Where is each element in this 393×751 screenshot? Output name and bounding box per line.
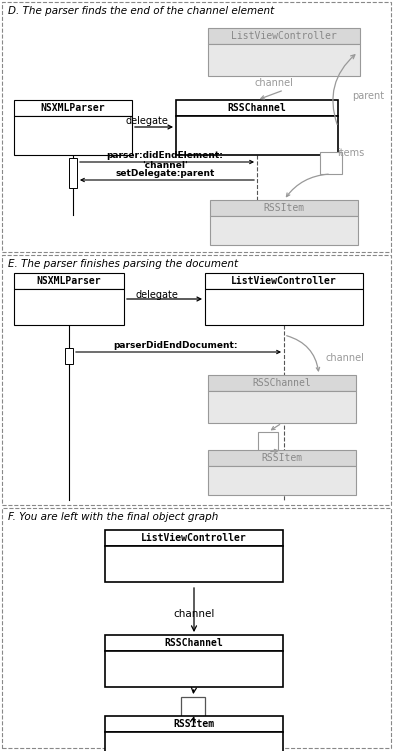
Bar <box>181 697 205 721</box>
Text: F. You are left with the final object graph: F. You are left with the final object gr… <box>8 512 219 522</box>
Bar <box>208 28 360 44</box>
Text: parserDidEndDocument:: parserDidEndDocument: <box>114 342 238 351</box>
Text: items: items <box>337 148 364 158</box>
Text: RSSChannel: RSSChannel <box>253 378 311 388</box>
Bar <box>105 635 283 651</box>
Text: 'channel': 'channel' <box>142 161 188 170</box>
Text: ListViewController: ListViewController <box>231 31 337 41</box>
Text: setDelegate:parent: setDelegate:parent <box>115 170 215 179</box>
Bar <box>210 200 358 216</box>
Bar <box>2 2 391 252</box>
Text: D. The parser finds the end of the channel element: D. The parser finds the end of the chann… <box>8 6 274 16</box>
Text: RSSChannel: RSSChannel <box>165 638 223 648</box>
Bar <box>69 158 77 188</box>
Bar <box>205 289 363 325</box>
Bar <box>105 732 283 751</box>
Bar <box>105 651 283 687</box>
Text: ListViewController: ListViewController <box>141 533 247 543</box>
Text: RSSItem: RSSItem <box>263 203 305 213</box>
Bar <box>176 116 338 155</box>
Bar <box>258 432 278 452</box>
Text: parser:didEndElement:: parser:didEndElement: <box>107 152 224 161</box>
Text: delegate: delegate <box>136 290 178 300</box>
Text: delegate: delegate <box>125 116 169 126</box>
Text: NSXMLParser: NSXMLParser <box>37 276 101 286</box>
Bar <box>176 100 338 116</box>
Bar <box>208 391 356 423</box>
Text: RSSItem: RSSItem <box>173 719 215 729</box>
Bar <box>208 44 360 76</box>
Bar <box>14 273 124 289</box>
Bar <box>2 508 391 748</box>
Bar <box>320 152 342 174</box>
Bar <box>2 255 391 505</box>
Bar <box>105 716 283 732</box>
Bar <box>65 348 73 364</box>
Text: channel: channel <box>173 609 215 619</box>
Bar <box>14 116 132 155</box>
Bar <box>105 546 283 582</box>
Bar <box>14 289 124 325</box>
Bar <box>208 450 356 466</box>
Bar <box>208 375 356 391</box>
Bar <box>210 216 358 245</box>
Text: RSSChannel: RSSChannel <box>228 103 286 113</box>
Text: channel: channel <box>255 78 294 88</box>
Bar <box>208 466 356 495</box>
Text: NSXMLParser: NSXMLParser <box>41 103 105 113</box>
Bar <box>205 273 363 289</box>
Text: parent: parent <box>352 91 384 101</box>
Text: channel: channel <box>326 353 365 363</box>
Bar <box>14 100 132 116</box>
Text: RSSItem: RSSItem <box>261 453 303 463</box>
Text: ListViewController: ListViewController <box>231 276 337 286</box>
Text: E. The parser finishes parsing the document: E. The parser finishes parsing the docum… <box>8 259 238 269</box>
Bar <box>105 530 283 546</box>
